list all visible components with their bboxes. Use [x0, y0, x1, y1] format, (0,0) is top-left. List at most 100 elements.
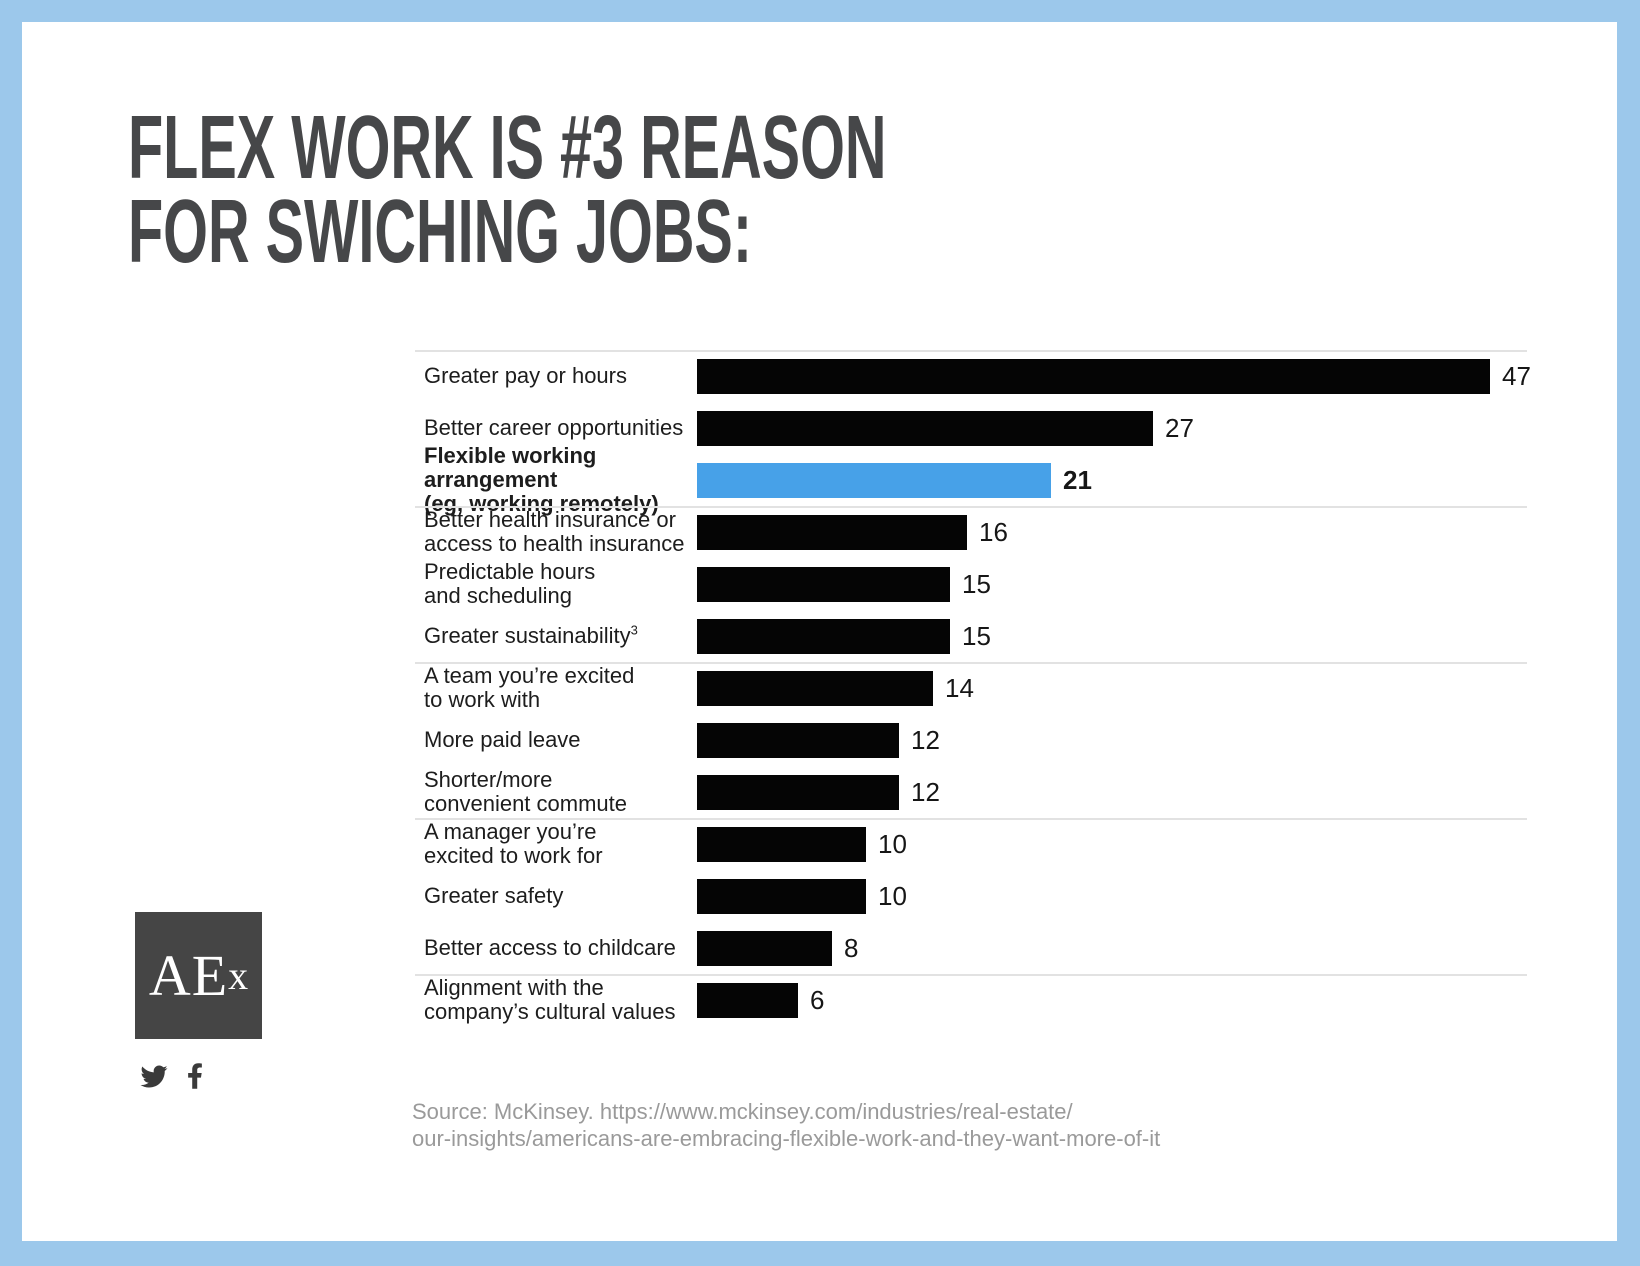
bar-value: 6 [810, 984, 825, 1015]
bar [697, 930, 832, 966]
bar-label-text: company’s cultural values [424, 999, 676, 1024]
bar-label-text: to work with [424, 687, 541, 712]
bar-label-text: Flexible working arrangement [424, 443, 597, 492]
bar-label-text: and scheduling [424, 583, 573, 608]
bar [697, 982, 798, 1018]
bar-value: 27 [1165, 412, 1194, 443]
bar [697, 878, 866, 914]
chart-row: Alignment with the company’s cultural val… [415, 974, 1527, 1026]
bar-label-text: convenient commute [424, 791, 627, 816]
social-icons [138, 1062, 203, 1090]
source-line-1: Source: McKinsey. https://www.mckinsey.c… [412, 1099, 1073, 1124]
group-separator [415, 506, 1527, 508]
chart-row: A team you’re excited to work with 14 [415, 662, 1527, 714]
aex-logo-text: AE [148, 943, 229, 1008]
chart-row: More paid leave 12 [415, 714, 1527, 766]
bar-value: 14 [945, 672, 974, 703]
bar [697, 514, 967, 550]
bar-value: 21 [1063, 464, 1092, 495]
bar-value: 15 [962, 568, 991, 599]
bar-value: 12 [911, 724, 940, 755]
chart-row: Greater pay or hours 47 [415, 350, 1531, 402]
chart-row: Better health insurance or access to heal… [415, 506, 1527, 558]
bar-label-text: (eg, working remotely) [424, 491, 659, 516]
bar-track: 15 [697, 558, 1527, 610]
bar [697, 410, 1153, 446]
bar-label-text: A manager you’re [424, 819, 597, 844]
facebook-icon[interactable] [187, 1062, 203, 1090]
group-separator [415, 350, 1527, 352]
chart-row: Better access to childcare 8 [415, 922, 1527, 974]
bar-label: Better health insurance or access to heal… [415, 508, 697, 556]
bar [697, 826, 866, 862]
group-separator [415, 974, 1527, 976]
bar-label-text: excited to work for [424, 843, 603, 868]
bar-label: Better career opportunities [415, 416, 697, 440]
page-title-line-1: FLEX WORK IS #3 REASON [128, 98, 887, 198]
page-title: FLEX WORK IS #3 REASON FOR SWICHING JOBS… [128, 98, 1313, 282]
chart-row: Predictable hours and scheduling 15 [415, 558, 1527, 610]
bar-label-text: Better career opportunities [424, 415, 684, 440]
content-canvas: FLEX WORK IS #3 REASON FOR SWICHING JOBS… [22, 22, 1617, 1241]
bar-label-text: Greater pay or hours [424, 363, 627, 388]
bar-track: 27 [697, 402, 1527, 454]
bar-track: 47 [697, 350, 1531, 402]
bar-value: 15 [962, 620, 991, 651]
bar-label: Greater pay or hours [415, 364, 697, 388]
bar-track: 12 [697, 766, 1527, 818]
bar-label-text: access to health insurance [424, 531, 685, 556]
bar-label: Better access to childcare [415, 936, 697, 960]
bar [697, 670, 933, 706]
bar-label-text: Greater safety [424, 883, 564, 908]
bar [697, 618, 950, 654]
bar-value: 12 [911, 776, 940, 807]
source-citation: Source: McKinsey. https://www.mckinsey.c… [412, 1098, 1160, 1152]
bar-track: 12 [697, 714, 1527, 766]
bar-track: 14 [697, 662, 1527, 714]
aex-logo: AE x [135, 912, 262, 1039]
bar-value: 10 [878, 828, 907, 859]
bar-value: 10 [878, 880, 907, 911]
chart-row: Greater safety 10 [415, 870, 1527, 922]
bar-label-text: Better health insurance or [424, 507, 676, 532]
bar [697, 358, 1490, 394]
bar [697, 774, 899, 810]
bar-label-text: Shorter/more [424, 767, 553, 792]
bar-highlighted [697, 462, 1051, 498]
source-line-2: our-insights/americans-are-embracing-fle… [412, 1126, 1161, 1151]
bar-label: Shorter/more convenient commute [415, 768, 697, 816]
bar-label-text: More paid leave [424, 727, 581, 752]
bar-label-superscript: 3 [630, 622, 638, 638]
group-separator [415, 662, 1527, 664]
bar-track: 15 [697, 610, 1527, 662]
aex-logo-text-small: x [228, 953, 249, 998]
bar-label: Flexible working arrangement (eg, working… [415, 444, 697, 516]
bar-label: Greater safety [415, 884, 697, 908]
bar-label: More paid leave [415, 728, 697, 752]
bar-label: A manager you’re excited to work for [415, 820, 697, 868]
bar-label: Alignment with the company’s cultural val… [415, 976, 697, 1024]
bar-label-text: Better access to childcare [424, 935, 676, 960]
twitter-icon[interactable] [138, 1063, 170, 1090]
bar-label: Greater sustainability3 [415, 624, 697, 648]
bar-track: 16 [697, 506, 1527, 558]
bar-label-text: Predictable hours [424, 559, 596, 584]
chart-row: Shorter/more convenient commute 12 [415, 766, 1527, 818]
bar-track: 10 [697, 818, 1527, 870]
bar-track: 21 [697, 454, 1527, 506]
bar-label: A team you’re excited to work with [415, 664, 697, 712]
bar-label-text: A team you’re excited [424, 663, 635, 688]
bar-track: 6 [697, 974, 1527, 1026]
page-title-line-2: FOR SWICHING JOBS: [128, 182, 753, 282]
bar-value: 47 [1502, 360, 1531, 391]
bar-value: 16 [979, 516, 1008, 547]
chart-row: Greater sustainability3 15 [415, 610, 1527, 662]
bar-track: 10 [697, 870, 1527, 922]
chart-row: A manager you’re excited to work for 10 [415, 818, 1527, 870]
bar-label: Predictable hours and scheduling [415, 560, 697, 608]
bar-label-text: Alignment with the [424, 975, 604, 1000]
bar-label-text: Greater sustainability [424, 623, 631, 648]
chart-row: Flexible working arrangement (eg, working… [415, 444, 1527, 516]
chart-row: Better career opportunities 27 [415, 402, 1527, 454]
